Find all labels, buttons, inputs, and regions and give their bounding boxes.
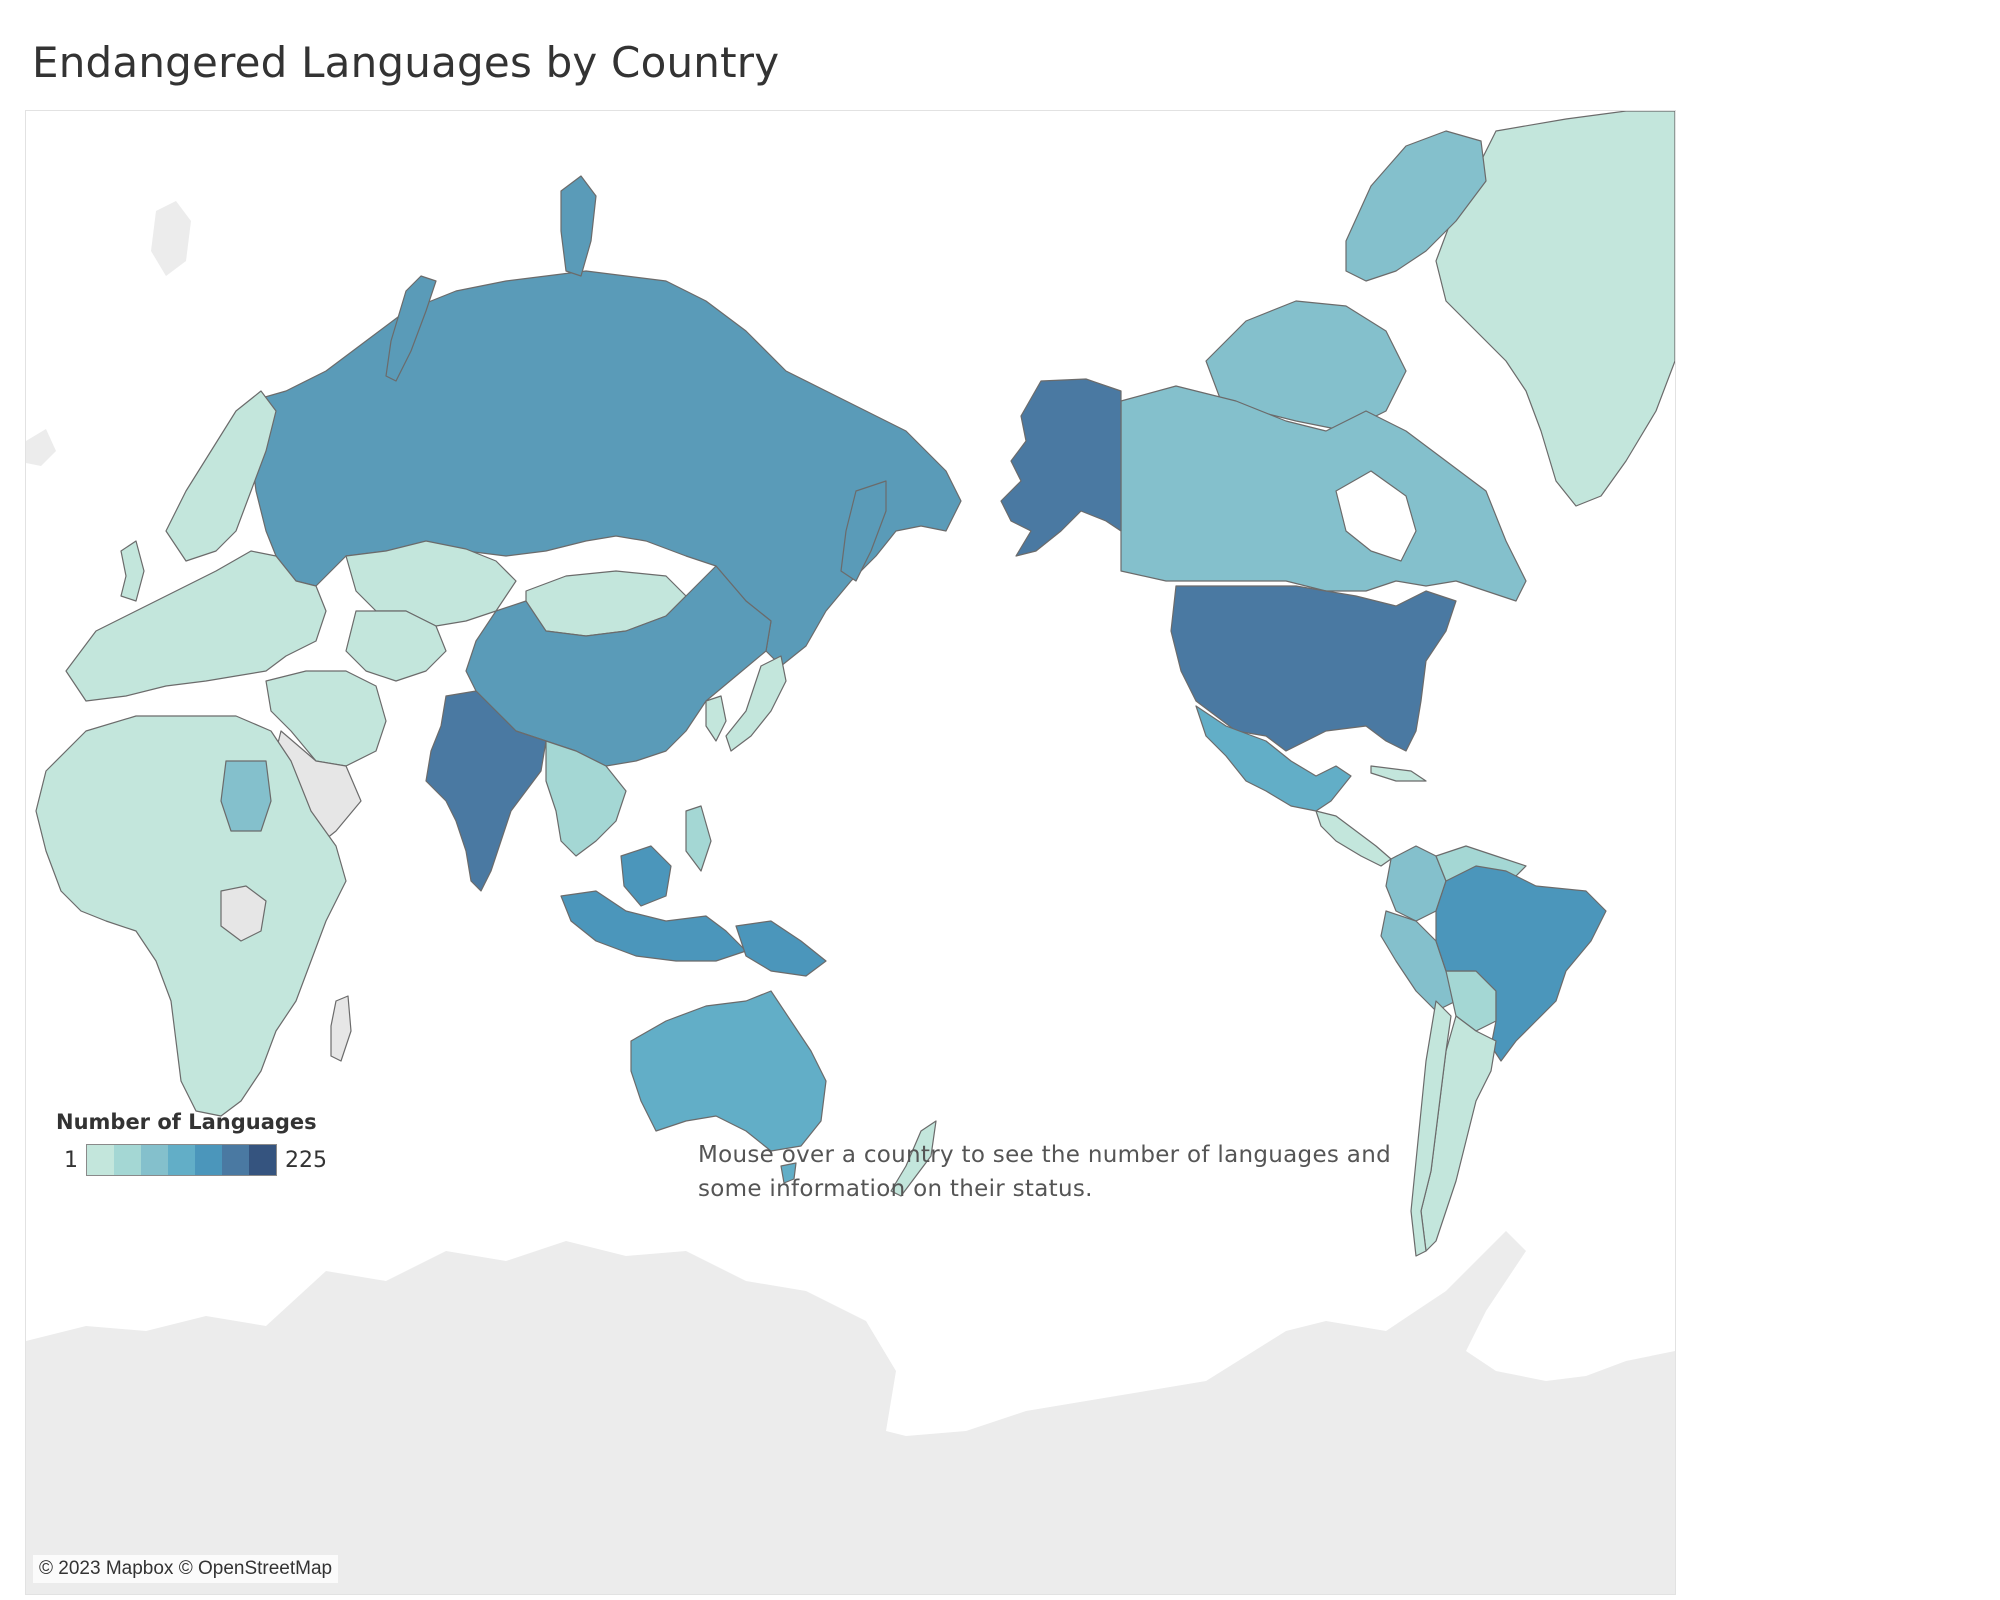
region-alaska[interactable]	[1000, 378, 1122, 557]
region-hudson-bay	[1335, 470, 1417, 562]
region-central-asia[interactable]	[345, 610, 447, 682]
region-peru[interactable]	[1380, 910, 1457, 1012]
region-mexico[interactable]	[1195, 705, 1352, 812]
legend-color-ramp	[86, 1144, 277, 1176]
region-korea[interactable]	[705, 695, 727, 742]
region-iceland	[26, 429, 56, 466]
region-canada-arctic[interactable]	[1345, 130, 1487, 282]
region-india[interactable]	[425, 690, 547, 892]
legend-step-1	[87, 1145, 114, 1175]
world-map[interactable]	[26, 111, 1675, 1594]
region-africa[interactable]	[35, 715, 347, 1117]
region-uk[interactable]	[120, 540, 145, 602]
legend-min-label: 1	[64, 1148, 78, 1173]
region-japan[interactable]	[725, 655, 787, 752]
legend-step-5	[195, 1145, 222, 1175]
legend-step-7	[249, 1145, 276, 1175]
region-se-asia[interactable]	[545, 740, 627, 857]
hover-instruction-note: Mouse over a country to see the number o…	[698, 1142, 1391, 1202]
region-europe[interactable]	[65, 550, 327, 702]
region-severnaya[interactable]	[560, 175, 597, 277]
region-borneo[interactable]	[620, 845, 672, 907]
legend-title: Number of Languages	[56, 1110, 317, 1134]
legend-step-2	[114, 1145, 141, 1175]
region-usa[interactable]	[1170, 585, 1457, 752]
region-brazil[interactable]	[1435, 865, 1607, 1062]
region-png[interactable]	[735, 920, 827, 977]
region-chile[interactable]	[1410, 1000, 1452, 1257]
region-nodata-africa	[220, 885, 267, 942]
region-greenland[interactable]	[1435, 111, 1675, 507]
legend-step-4	[168, 1145, 195, 1175]
region-madagascar	[330, 995, 352, 1062]
legend-step-6	[222, 1145, 249, 1175]
region-svalbard	[151, 201, 191, 276]
region-canada[interactable]	[1120, 385, 1527, 602]
region-new-zealand[interactable]	[890, 1120, 937, 1197]
region-caribbean[interactable]	[1370, 765, 1427, 782]
map-canvas[interactable]	[25, 110, 1676, 1595]
map-attribution[interactable]: © 2023 Mapbox © OpenStreetMap	[33, 1555, 339, 1583]
region-antarctica	[26, 1231, 1675, 1594]
map-title: Endangered Languages by Country	[32, 38, 780, 87]
region-australia[interactable]	[630, 990, 827, 1152]
legend-step-3	[141, 1145, 168, 1175]
region-scandinavia[interactable]	[165, 390, 277, 562]
region-central-america[interactable]	[1315, 810, 1392, 867]
region-philippines[interactable]	[685, 805, 712, 872]
legend-max-label: 225	[285, 1148, 327, 1173]
region-tasmania[interactable]	[780, 1162, 797, 1184]
region-novaya-zemlya[interactable]	[385, 275, 437, 382]
region-sudan[interactable]	[220, 760, 272, 832]
region-middle-east[interactable]	[265, 670, 387, 767]
region-kamchatka[interactable]	[840, 480, 887, 582]
